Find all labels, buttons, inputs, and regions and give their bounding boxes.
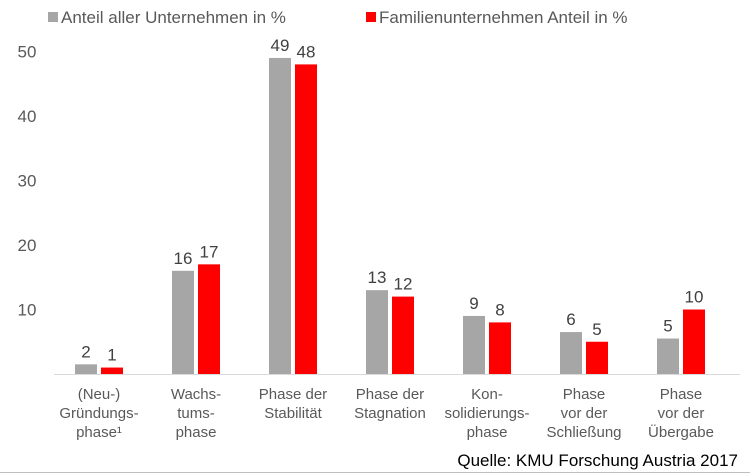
bar-1-5 <box>586 341 608 374</box>
x-category-label: phase¹ <box>76 424 122 441</box>
y-tick-label: 10 <box>18 301 37 320</box>
data-label: 49 <box>271 36 290 55</box>
legend-label-1: Familienunternehmen Anteil in % <box>379 8 628 27</box>
bar-0-6 <box>657 338 679 374</box>
y-tick-label: 20 <box>18 236 37 255</box>
source-note: Quelle: KMU Forschung Austria 2017 <box>457 451 738 470</box>
bar-0-0 <box>75 364 97 374</box>
data-label: 9 <box>469 294 478 313</box>
x-category-label: Gründungs- <box>59 405 138 422</box>
y-tick-label: 30 <box>18 172 37 191</box>
bar-1-6 <box>683 309 705 374</box>
y-tick-label: 50 <box>18 43 37 62</box>
data-label: 48 <box>297 42 316 61</box>
bar-1-3 <box>392 296 414 374</box>
data-label: 12 <box>394 275 413 294</box>
data-label: 17 <box>200 242 219 261</box>
data-label: 8 <box>495 300 504 319</box>
bar-1-2 <box>295 64 317 375</box>
x-category-label: phase <box>467 424 508 441</box>
bar-0-1 <box>172 270 194 374</box>
x-category-label: Phase <box>660 386 703 403</box>
x-category-label: Phase <box>563 386 606 403</box>
legend-swatch-0 <box>48 12 58 22</box>
bar-1-1 <box>198 264 220 374</box>
x-category-label: (Neu-) <box>78 386 121 403</box>
bar-0-5 <box>560 332 582 374</box>
data-label: 13 <box>368 268 387 287</box>
data-label: 1 <box>107 346 116 365</box>
x-category-label: Stagnation <box>354 405 426 422</box>
x-category-label: Stabilität <box>264 405 322 422</box>
bar-0-3 <box>366 290 388 374</box>
bar-1-4 <box>489 322 511 374</box>
data-label: 16 <box>174 249 193 268</box>
data-label: 6 <box>566 310 575 329</box>
x-category-label: tums- <box>177 405 215 422</box>
x-category-label: Kon- <box>471 386 503 403</box>
x-category-label: vor der <box>658 405 705 422</box>
x-category-label: Übergabe <box>648 423 714 441</box>
data-label: 2 <box>81 342 90 361</box>
x-category-label: solidierungs- <box>444 405 529 422</box>
x-category-label: phase <box>176 424 217 441</box>
x-category-label: vor der <box>561 405 608 422</box>
x-category-label: Phase der <box>259 386 327 403</box>
data-label: 5 <box>663 317 672 336</box>
bar-0-2 <box>269 57 291 374</box>
x-category-label: Schließung <box>546 424 621 441</box>
y-tick-label: 40 <box>18 107 37 126</box>
x-category-label: Wachs- <box>171 386 221 403</box>
legend-label-0: Anteil aller Unternehmen in % <box>61 8 286 27</box>
data-label: 10 <box>685 288 704 307</box>
bar-0-4 <box>463 315 485 374</box>
legend-swatch-1 <box>366 12 376 22</box>
data-label: 5 <box>592 320 601 339</box>
bar-1-0 <box>101 367 123 374</box>
x-category-label: Phase der <box>356 386 424 403</box>
